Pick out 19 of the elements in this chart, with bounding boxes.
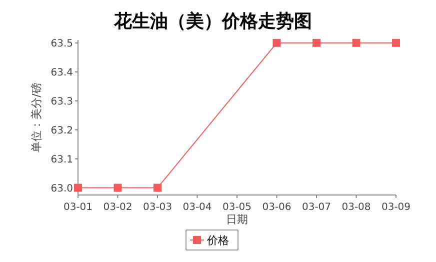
x-tick-label: 03-02 — [103, 202, 132, 213]
y-tick-label: 63.1 — [50, 154, 73, 166]
x-tick-label: 03-06 — [262, 202, 292, 213]
y-tick-label: 63.5 — [50, 38, 73, 50]
x-tick-label: 03-08 — [342, 202, 371, 213]
x-tick-label: 03-09 — [381, 202, 411, 213]
y-tick-label: 63.2 — [50, 125, 73, 136]
x-tick-label: 03-01 — [63, 202, 93, 213]
y-axis-title: 单位：美分/磅 — [30, 82, 43, 152]
y-tick-label: 63.4 — [50, 67, 73, 78]
chart-title: 花生油（美）价格走势图 — [113, 11, 312, 32]
legend-label: 价格 — [206, 234, 229, 247]
x-tick-label: 03-07 — [302, 202, 332, 213]
x-tick-label: 03-05 — [222, 202, 252, 213]
y-tick-label: 63.3 — [50, 96, 73, 108]
x-axis-title: 日期 — [226, 213, 248, 226]
x-tick-label: 03-04 — [182, 202, 212, 213]
x-tick-label: 03-03 — [142, 202, 172, 213]
y-tick-label: 63.0 — [50, 183, 73, 194]
